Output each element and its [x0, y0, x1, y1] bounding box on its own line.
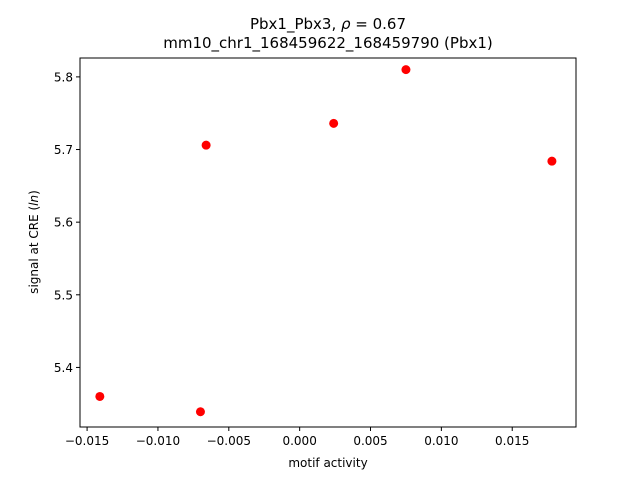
x-tick-label: 0.005 [353, 434, 387, 448]
y-tick-label: 5.7 [54, 143, 73, 157]
y-axis-label: signal at CRE (ln) [27, 190, 41, 294]
x-tick-label: −0.010 [136, 434, 180, 448]
data-point [201, 140, 211, 150]
plot-area-frame [79, 57, 577, 428]
y-tick-label: 5.8 [54, 70, 73, 84]
chart-title-line1: Pbx1_Pbx3, ρ = 0.67 [250, 15, 406, 34]
y-axis-ticks: 5.4 5.5 5.6 5.7 5.8 [54, 70, 80, 375]
data-point [195, 407, 205, 417]
data-point [547, 156, 557, 166]
x-tick-label: −0.015 [65, 434, 109, 448]
x-axis-label: motif activity [288, 456, 367, 470]
x-tick-label: 0.000 [282, 434, 316, 448]
data-point [401, 65, 411, 75]
chart-title-line2: mm10_chr1_168459622_168459790 (Pbx1) [163, 34, 493, 53]
y-tick-label: 5.4 [54, 361, 73, 375]
data-point [95, 391, 105, 401]
x-tick-label: 0.010 [424, 434, 458, 448]
x-tick-label: −0.005 [207, 434, 251, 448]
y-tick-label: 5.5 [54, 288, 73, 302]
y-tick-label: 5.6 [54, 216, 73, 230]
data-points [95, 65, 557, 417]
x-tick-label: 0.015 [495, 434, 529, 448]
x-axis-ticks: −0.015 −0.010 −0.005 0.000 0.005 0.010 0.015 [65, 427, 529, 448]
data-point [329, 118, 339, 128]
